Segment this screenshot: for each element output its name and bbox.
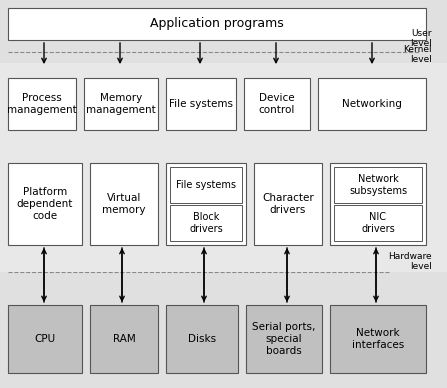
Text: User
level: User level	[410, 29, 432, 48]
Bar	[84, 78, 158, 130]
Text: Virtual
memory: Virtual memory	[102, 193, 146, 215]
Bar	[244, 78, 310, 130]
Bar	[254, 163, 322, 245]
Bar	[8, 8, 426, 40]
Bar	[90, 163, 158, 245]
Text: NIC
drivers: NIC drivers	[361, 212, 395, 234]
Bar	[166, 305, 238, 373]
Text: Hardware
level: Hardware level	[388, 251, 432, 271]
Bar	[246, 305, 322, 373]
Bar	[330, 305, 426, 373]
Bar	[8, 78, 76, 130]
Bar	[166, 163, 246, 245]
Text: Networking: Networking	[342, 99, 402, 109]
Text: File systems: File systems	[169, 99, 233, 109]
Bar	[318, 78, 426, 130]
Text: Serial ports,
special
boards: Serial ports, special boards	[252, 322, 316, 355]
Bar	[166, 78, 236, 130]
Bar	[8, 163, 82, 245]
Bar	[170, 205, 242, 241]
Text: Network
subsystems: Network subsystems	[349, 174, 407, 196]
Text: Character
drivers: Character drivers	[262, 193, 314, 215]
Text: RAM: RAM	[113, 334, 135, 344]
Bar	[330, 163, 426, 245]
Bar	[8, 305, 82, 373]
Bar	[334, 167, 422, 203]
Text: Disks: Disks	[188, 334, 216, 344]
Text: Kernel
level: Kernel level	[403, 45, 432, 64]
Text: Platform
dependent
code: Platform dependent code	[17, 187, 73, 221]
Bar	[0, 63, 447, 272]
Text: File systems: File systems	[176, 180, 236, 190]
Text: Block
drivers: Block drivers	[189, 212, 223, 234]
Text: Memory
management: Memory management	[86, 93, 156, 115]
Text: Process
management: Process management	[7, 93, 77, 115]
Text: Device
control: Device control	[259, 93, 295, 115]
Bar	[170, 167, 242, 203]
Text: Network
interfaces: Network interfaces	[352, 328, 404, 350]
Text: Application programs: Application programs	[150, 17, 284, 31]
Text: CPU: CPU	[34, 334, 55, 344]
Bar	[90, 305, 158, 373]
Bar	[334, 205, 422, 241]
